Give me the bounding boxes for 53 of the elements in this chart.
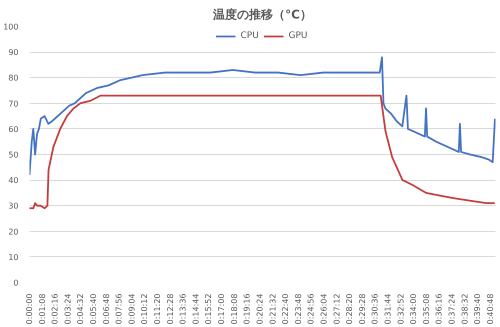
x-tick-label: 0:13:36 xyxy=(178,293,188,324)
x-tick-label: 0:38:32 xyxy=(460,293,470,324)
x-tick-label: 0:12:28 xyxy=(166,293,175,324)
x-tick-label: 0:28:20 xyxy=(345,293,354,324)
y-tick-label: 10 xyxy=(8,252,19,262)
x-tick-label: 0:07:56 xyxy=(114,293,124,324)
x-tick-label: 0:10:12 xyxy=(140,293,150,324)
x-tick-label: 0:09:04 xyxy=(127,293,136,324)
x-tick-label: 0:31:44 xyxy=(383,293,392,324)
x-tick-label: 0:39:40 xyxy=(473,293,482,324)
x-tick-label: 0:11:20 xyxy=(153,293,162,324)
x-tick-label: 0:26:04 xyxy=(319,293,328,324)
x-tick-label: 0:15:52 xyxy=(204,293,214,324)
x-tick-label: 0:40:48 xyxy=(486,293,495,324)
x-tick-label: 0:01:08 xyxy=(38,293,47,324)
x-tick-label: 0:03:24 xyxy=(63,293,72,324)
y-tick-label: 70 xyxy=(8,99,19,108)
x-tick-label: 0:29:28 xyxy=(358,293,367,324)
x-tick-label: 0:02:16 xyxy=(50,293,60,324)
x-tick-label: 0:17:00 xyxy=(217,293,226,324)
x-tick-label: 0:04:32 xyxy=(76,293,86,324)
y-tick-label: 80 xyxy=(8,74,19,83)
y-tick-label: 40 xyxy=(8,176,19,186)
y-tick-label: 100 xyxy=(3,22,19,32)
line-series xyxy=(30,56,496,176)
x-tick-label: 0:20:24 xyxy=(255,293,264,324)
x-tick-label: 0:18:08 xyxy=(230,293,239,324)
legend-label: GPU xyxy=(288,31,308,41)
x-tick-label: 0:24:56 xyxy=(306,293,316,324)
y-tick-label: 30 xyxy=(8,202,19,211)
y-tick-label: 90 xyxy=(8,48,19,58)
x-tick-label: 0:23:48 xyxy=(294,293,303,324)
y-tick-label: 60 xyxy=(8,124,19,134)
x-tick-label: 0:37:24 xyxy=(448,293,457,324)
x-tick-label: 0:34:00 xyxy=(409,293,418,324)
x-tick-label: 0:06:48 xyxy=(102,293,111,324)
x-tick-label: 0:21:32 xyxy=(268,293,278,324)
x-tick-label: 0:35:08 xyxy=(422,293,431,324)
y-tick-label: 50 xyxy=(8,150,19,160)
y-tick-label: 20 xyxy=(8,227,19,236)
x-tick-label: 0:05:40 xyxy=(89,293,98,324)
x-tick-label: 0:22:40 xyxy=(281,293,290,324)
chart-title: 温度の推移（°C） xyxy=(212,8,312,22)
legend-label: CPU xyxy=(240,31,260,41)
x-tick-label: 0:27:12 xyxy=(332,293,342,324)
x-tick-label: 0:00:00 xyxy=(25,293,34,324)
x-tick-label: 0:36:16 xyxy=(434,293,444,324)
y-tick-label: 0 xyxy=(13,278,19,288)
x-tick-label: 0:19:16 xyxy=(242,293,252,324)
x-tick-label: 0:14:44 xyxy=(191,293,200,324)
x-tick-label: 0:32:52 xyxy=(396,293,406,324)
line-series xyxy=(30,94,496,210)
x-tick-label: 0:30:36 xyxy=(370,293,380,324)
